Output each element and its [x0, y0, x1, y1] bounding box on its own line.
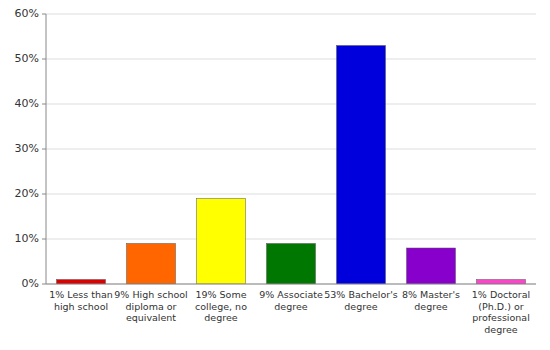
grid-line: [46, 14, 536, 15]
grid-line: [46, 104, 536, 105]
y-tick-label: 40%: [15, 97, 39, 110]
bars: [57, 46, 526, 285]
grid-line: [46, 59, 536, 60]
y-tick: [42, 149, 46, 150]
bar: [267, 244, 316, 285]
x-tick-label: 1% Doctoral(Ph.D.) orprofessionaldegree: [472, 289, 530, 335]
bar: [127, 244, 176, 285]
x-tick-label: 53% Bachelor'sdegree: [324, 289, 398, 312]
chart: 0% 10% 20% 30% 40% 50% 60% 1% Less thanhigh sch…: [0, 0, 550, 350]
chart-container: 0% 10% 20% 30% 40% 50% 60% 1% Less thanhigh sch…: [0, 0, 550, 350]
bar: [197, 199, 246, 285]
x-axis-line: [46, 284, 536, 285]
y-tick-label: 60%: [15, 7, 39, 20]
x-tick-label: 8% Master'sdegree: [402, 289, 460, 312]
y-tick-label: 10%: [15, 232, 39, 245]
x-axis: 1% Less thanhigh school9% High schooldip…: [49, 289, 530, 335]
x-tick-label: 1% Less thanhigh school: [49, 289, 113, 312]
bar: [337, 46, 386, 285]
x-tick-label: 9% High schooldiploma orequivalent: [114, 289, 187, 323]
y-tick: [42, 59, 46, 60]
y-tick-label: 30%: [15, 142, 39, 155]
y-tick-label: 20%: [15, 187, 39, 200]
y-axis: 0% 10% 20% 30% 40% 50% 60%: [15, 7, 46, 290]
y-tick: [42, 239, 46, 240]
y-tick: [42, 104, 46, 105]
y-tick: [42, 284, 46, 285]
y-tick-label: 50%: [15, 52, 39, 65]
x-tick-label: 19% Somecollege, nodegree: [195, 289, 247, 323]
x-tick-label: 9% Associatedegree: [259, 289, 323, 312]
grid-line: [46, 149, 536, 150]
y-tick-label: 0%: [22, 277, 39, 290]
y-axis-line: [46, 14, 47, 284]
grid: [46, 14, 536, 284]
y-tick: [42, 194, 46, 195]
bar: [477, 280, 526, 285]
bar: [57, 280, 106, 285]
bar: [407, 248, 456, 284]
grid-line: [46, 239, 536, 240]
grid-line: [46, 284, 536, 285]
y-tick: [42, 14, 46, 15]
grid-line: [46, 194, 536, 195]
